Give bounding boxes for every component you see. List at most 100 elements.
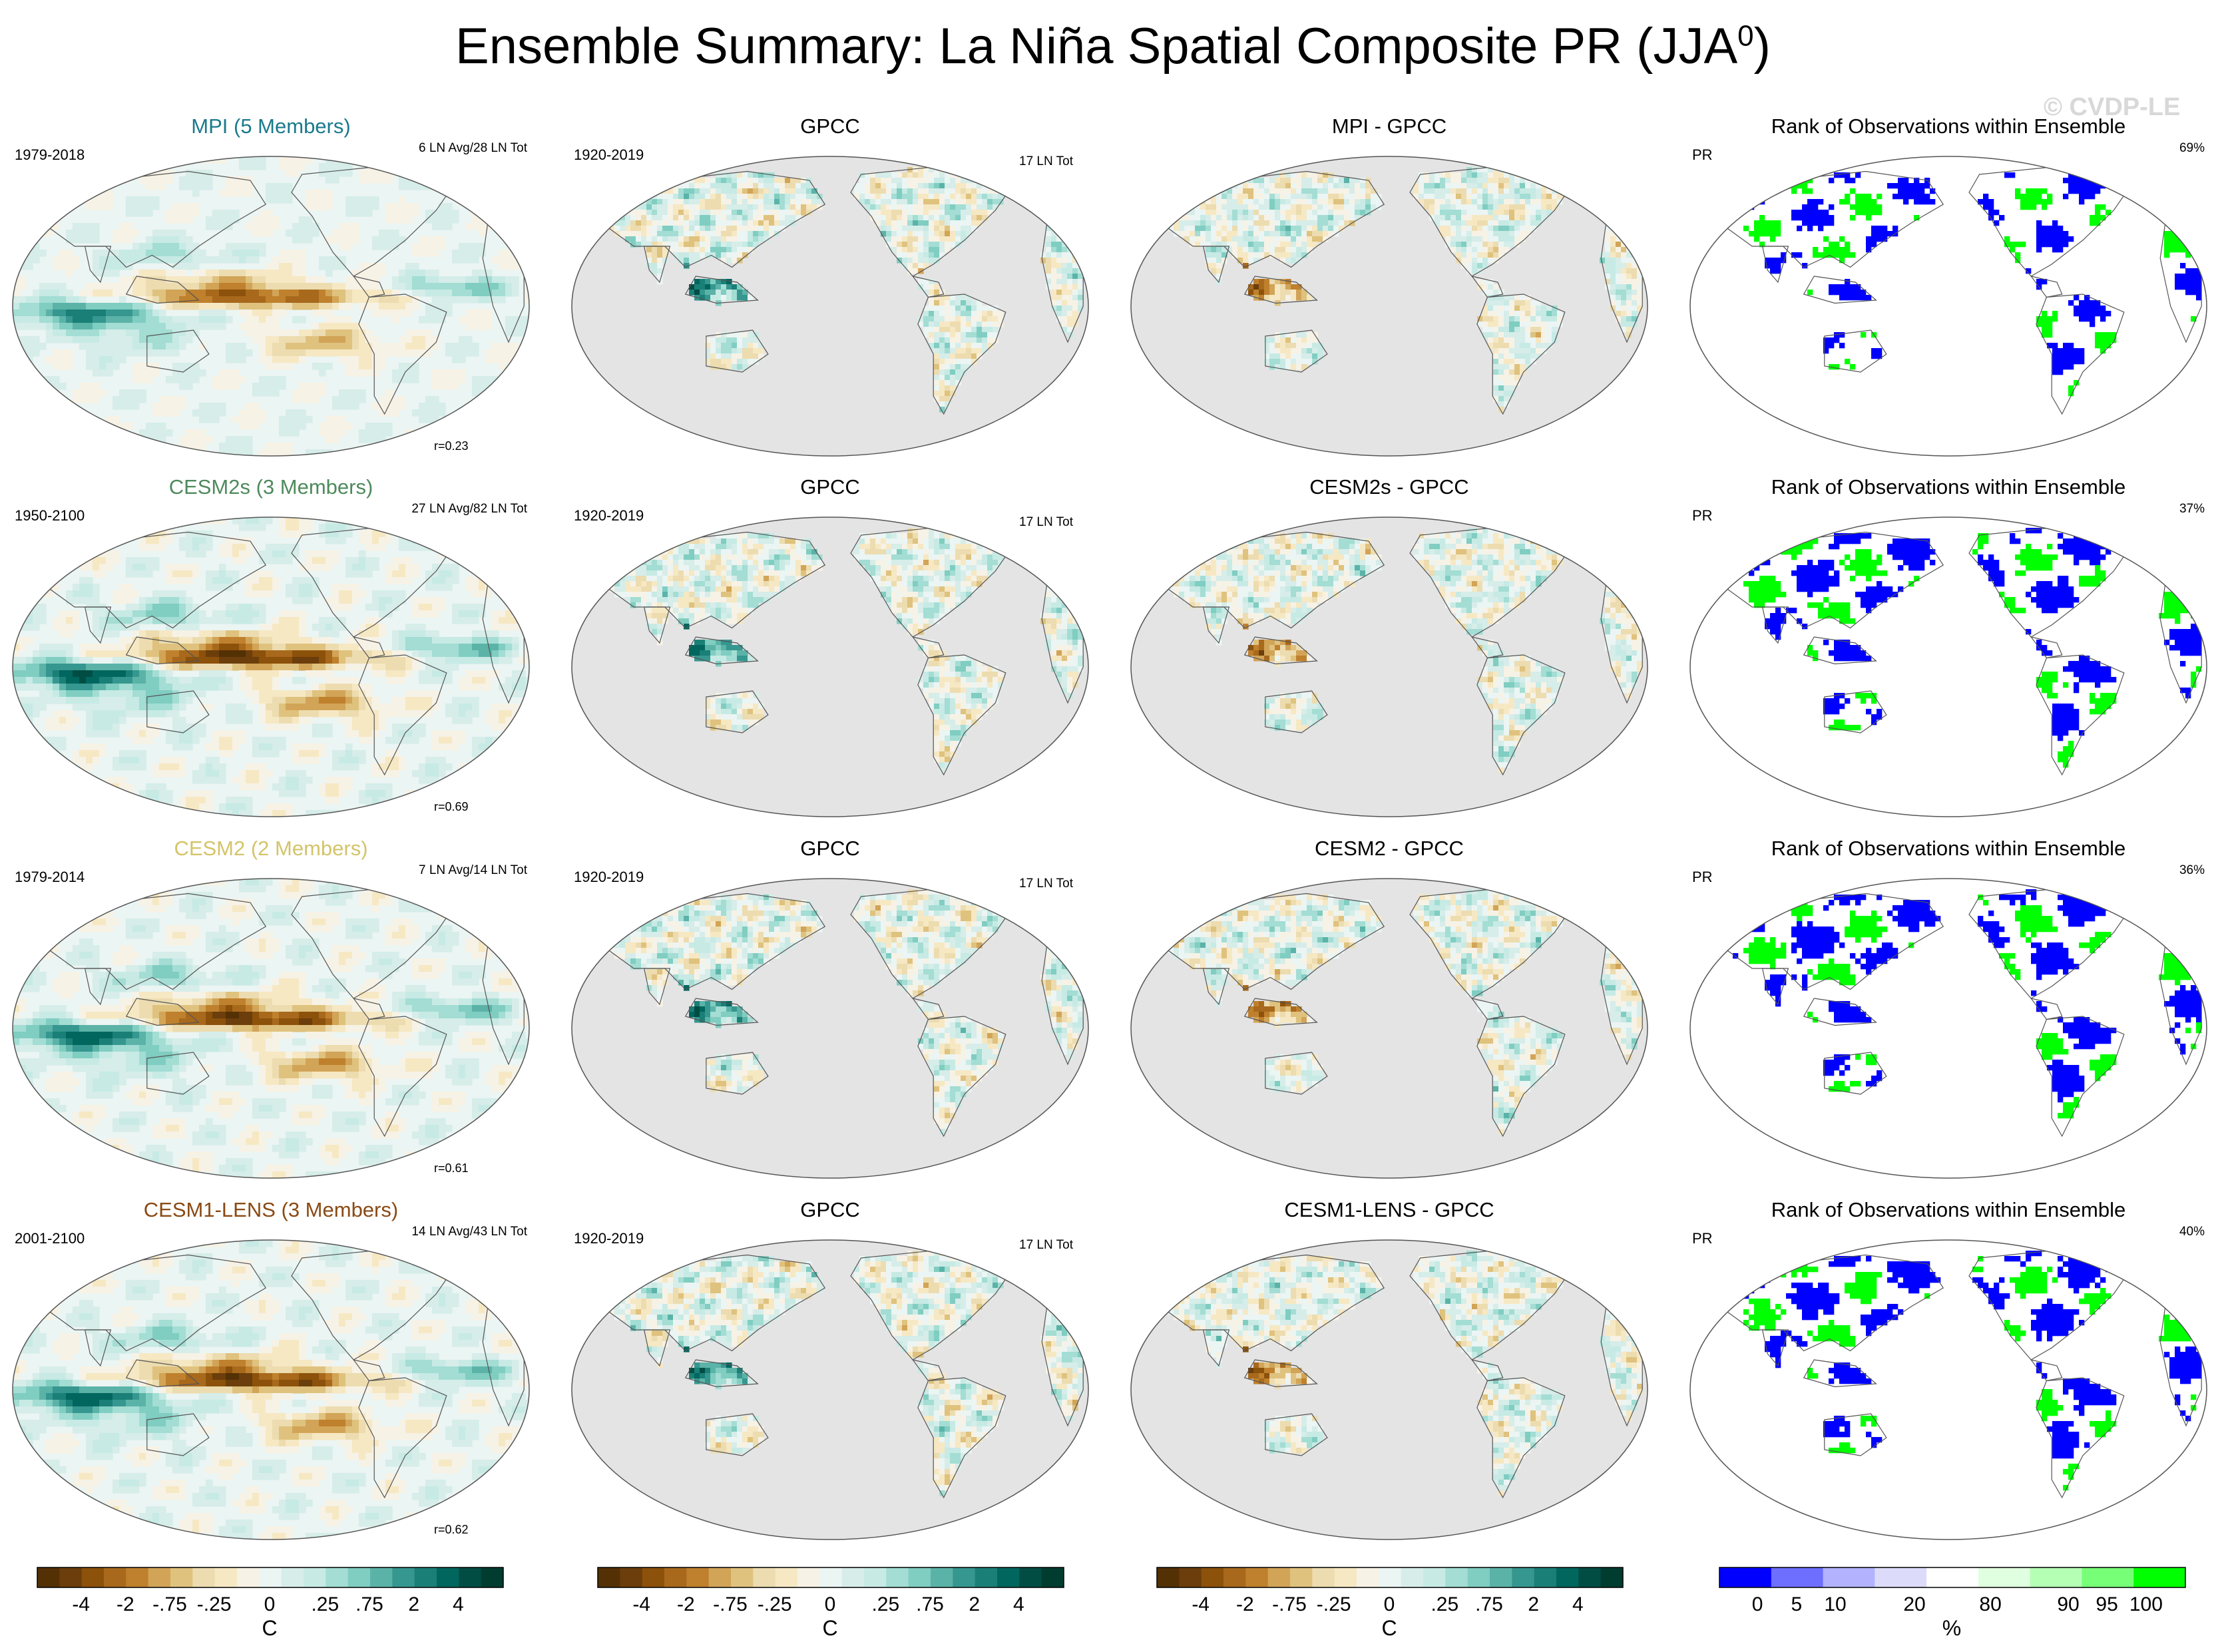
colorbar-tick-label: -.25	[1317, 1593, 1351, 1616]
coastline	[643, 968, 671, 1006]
coastline	[592, 170, 826, 268]
coastline	[592, 1254, 826, 1352]
coastline	[1265, 1052, 1328, 1095]
coastline	[643, 606, 671, 644]
coastline	[1476, 1377, 1566, 1499]
event-count: 27 LN Avg/82 LN Tot	[411, 502, 527, 516]
coastline	[1470, 998, 1504, 1020]
coastline	[911, 636, 945, 659]
coastline	[917, 1377, 1006, 1499]
colorbar-border	[1719, 1567, 2186, 1588]
model-map	[12, 516, 530, 817]
obs-map	[571, 516, 1089, 817]
coastline	[1761, 1329, 1789, 1367]
colorbar-bin	[953, 1567, 976, 1587]
colorbar-bin	[864, 1567, 887, 1587]
coastline	[1564, 887, 1607, 919]
colorbar-swatches	[597, 1567, 1064, 1588]
rank-field	[1690, 156, 2207, 456]
colorbar-bin	[1379, 1567, 1402, 1587]
coastline	[1243, 276, 1318, 304]
colorbar-bin	[414, 1567, 437, 1587]
colorbar-bin	[975, 1567, 998, 1587]
anomaly-colorbar: -4 -2 -.75 -.25 0 .25 .75 2 4 C	[1156, 1567, 1636, 1647]
coastline	[1202, 246, 1230, 284]
colorbar-tick-label: 20	[1903, 1593, 1925, 1616]
coastline	[2036, 1377, 2125, 1499]
coastline	[2036, 1016, 2125, 1137]
coastline	[917, 1016, 1006, 1137]
coastline	[1803, 1359, 1877, 1388]
coastline	[1470, 1359, 1504, 1382]
coastline	[446, 164, 489, 196]
colorbar-bin	[392, 1567, 415, 1587]
difference-title: CESM2 - GPCC	[1126, 837, 1652, 861]
colorbar-tick-label: .75	[1475, 1593, 1503, 1616]
obs-panel: GPCC 1920-2019 17 LN Tot	[567, 113, 1093, 476]
colorbar-tick-label: -.75	[152, 1593, 187, 1616]
colorbar-swatches	[1719, 1567, 2186, 1588]
coastline	[125, 998, 200, 1026]
model-composite-field	[13, 1240, 529, 1540]
pattern-correlation: r=0.69	[434, 800, 469, 814]
colorbar-bin	[997, 1567, 1020, 1587]
coastline	[1005, 887, 1048, 919]
colorbar-tick-label: 0	[825, 1593, 836, 1616]
rank-title: Rank of Observations within Ensemble	[1685, 114, 2211, 138]
colorbar-bin	[1719, 1567, 1772, 1587]
period-label: 1979-2018	[15, 146, 85, 164]
coastline	[358, 1377, 447, 1499]
map-boundary	[1689, 878, 2207, 1179]
colorbar-bin	[1578, 1567, 1602, 1587]
colorbar-bin	[1334, 1567, 1357, 1587]
coastline	[1151, 170, 1385, 268]
coastline	[2036, 294, 2125, 415]
coastline	[1243, 998, 1318, 1026]
model-title: CESM1-LENS (3 Members)	[8, 1198, 534, 1222]
map-boundary	[571, 516, 1089, 817]
coastline	[706, 1052, 769, 1095]
colorbar-bin	[1357, 1567, 1379, 1587]
rank-panel: Rank of Observations within Ensemble PR 69…	[1685, 113, 2211, 476]
pattern-correlation: r=0.62	[434, 1523, 469, 1537]
coastline	[446, 525, 489, 557]
colorbar-tick-label: -.25	[758, 1593, 792, 1616]
colorbar-tick-label: 4	[453, 1593, 464, 1616]
coastline	[592, 531, 826, 629]
coastline	[352, 998, 385, 1020]
coastline	[1761, 246, 1789, 284]
colorbar-tick-label: 2	[969, 1593, 980, 1616]
colorbar-tick-label: -2	[677, 1593, 695, 1616]
colorbar-units: C	[822, 1616, 837, 1641]
coastline	[1761, 968, 1789, 1006]
coastline	[2030, 276, 2063, 298]
coastline	[1151, 531, 1385, 629]
coastline	[1243, 1359, 1318, 1388]
event-count: 17 LN Tot	[1019, 154, 1073, 169]
event-count: 6 LN Avg/28 LN Tot	[419, 141, 527, 156]
difference-title: MPI - GPCC	[1126, 114, 1652, 138]
colorbar-bin	[1423, 1567, 1446, 1587]
colorbar-bin	[797, 1567, 820, 1587]
colorbar-bin	[1534, 1567, 1557, 1587]
colorbar-bin	[642, 1567, 665, 1587]
observed-field	[572, 517, 1088, 817]
coastline	[1151, 893, 1385, 990]
diff-map	[1130, 1239, 1648, 1540]
map-boundary	[12, 1239, 530, 1540]
colorbar-bin	[304, 1567, 326, 1587]
rank-percent: 37%	[2179, 502, 2205, 516]
coastline	[33, 1254, 267, 1352]
colorbar-bin	[459, 1567, 482, 1587]
variable-label: PR	[1692, 1230, 1713, 1247]
coastline	[2123, 164, 2166, 196]
coastline	[1005, 164, 1048, 196]
coastline	[146, 329, 210, 373]
map-boundary	[12, 516, 530, 817]
period-label: 1920-2019	[574, 869, 644, 886]
coastline	[1476, 654, 1566, 776]
colorbar-tick-label: 100	[2129, 1593, 2163, 1616]
rank-panel: Rank of Observations within Ensemble PR 36…	[1685, 835, 2211, 1198]
map-boundary	[571, 156, 1089, 457]
obs-title: GPCC	[567, 1198, 1093, 1222]
